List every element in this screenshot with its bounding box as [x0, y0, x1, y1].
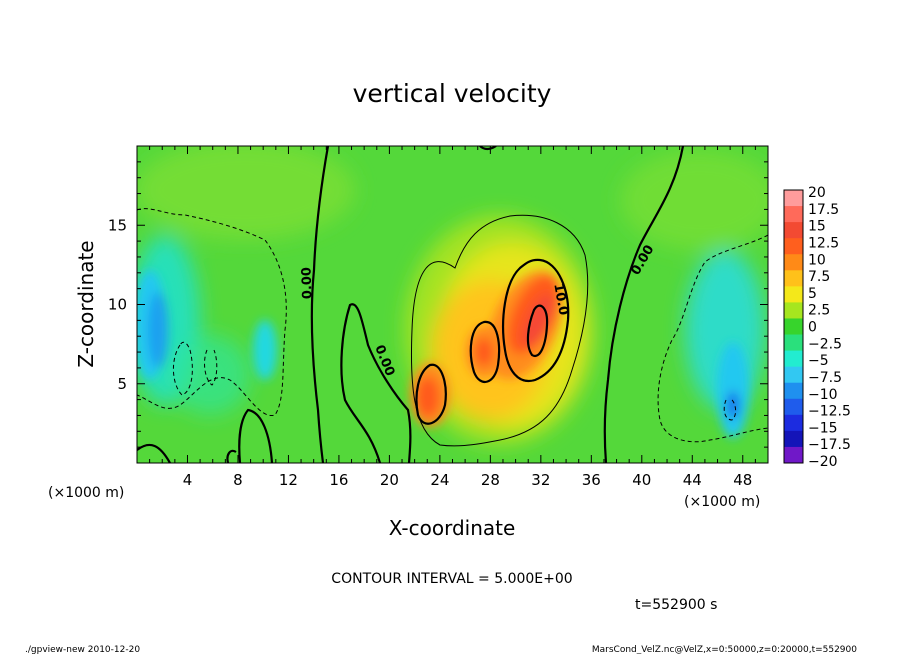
- x-tick-label: 8: [233, 471, 243, 489]
- y-tick-label: 5: [117, 375, 127, 393]
- y-axis-ticks: 5 10 15: [108, 161, 768, 448]
- colorbar-swatch: [784, 302, 803, 319]
- colorbar-label: 0: [808, 320, 817, 336]
- positive-contours: [410, 214, 589, 447]
- colorbar-label: −5: [808, 353, 829, 369]
- colorbar-swatch: [784, 190, 803, 207]
- colorbar: 2017.51512.5107.552.50−2.5−5−7.5−10−12.5…: [783, 185, 851, 470]
- colorbar-swatch: [784, 318, 803, 336]
- x-tick-label: 12: [279, 471, 298, 489]
- colorbar-swatch: [784, 206, 803, 223]
- colorbar-label: 5: [808, 286, 817, 302]
- colorbar-label: −7.5: [808, 370, 842, 386]
- colorbar-label: 12.5: [808, 235, 839, 251]
- footer-right: MarsCond_VelZ.nc@VelZ,x=0:50000,z=0:2000…: [592, 645, 857, 654]
- chart-title: vertical velocity: [353, 79, 552, 108]
- x-axis-title: X-coordinate: [389, 516, 516, 540]
- negative-contours: [137, 208, 768, 443]
- footer-left: ./gpview-new 2010-12-20: [25, 645, 140, 654]
- contour-interval-note: CONTOUR INTERVAL = 5.000E+00: [331, 571, 572, 587]
- contour-label-zero-left: 0.00: [299, 267, 315, 300]
- x-tick-label: 44: [683, 471, 702, 489]
- colorbar-frame: [783, 189, 804, 464]
- colorbar-swatch: [784, 398, 803, 416]
- x-unit-label-right: (×1000 m): [684, 494, 760, 510]
- colorbar-label: −15: [808, 420, 838, 436]
- colorbar-label: 2.5: [808, 303, 830, 319]
- contour-label-ten: 10.0: [550, 282, 570, 316]
- x-tick-label: 4: [183, 471, 193, 489]
- colorbar-swatch: [784, 382, 803, 400]
- x-tick-label: 28: [481, 471, 500, 489]
- x-tick-label: 48: [733, 471, 752, 489]
- colorbar-swatch: [784, 414, 803, 432]
- colorbar-label: −2.5: [808, 336, 842, 352]
- time-label: t=552900 s: [635, 597, 717, 613]
- colorbar-swatch: [784, 222, 803, 239]
- colorbar-label: 20: [808, 185, 826, 201]
- x-unit-label-left: (×1000 m): [48, 485, 124, 501]
- heatmap-field: 0.00 0.00 0.00 10.0: [137, 146, 768, 463]
- colorbar-swatch: [784, 446, 803, 464]
- colorbar-swatch: [784, 270, 803, 287]
- x-tick-label: 36: [582, 471, 601, 489]
- x-tick-label: 32: [531, 471, 550, 489]
- colorbar-swatch: [784, 350, 803, 368]
- colorbar-swatch: [784, 366, 803, 384]
- colorbar-swatch: [784, 286, 803, 303]
- x-tick-label: 40: [632, 471, 651, 489]
- colorbar-swatch: [784, 430, 803, 448]
- colorbar-label: 17.5: [808, 202, 839, 218]
- ten-contours: [415, 258, 570, 425]
- x-tick-label: 16: [329, 471, 348, 489]
- colorbar-swatch: [784, 334, 803, 352]
- colorbar-label: −17.5: [808, 437, 851, 453]
- x-tick-label: 24: [430, 471, 449, 489]
- y-tick-label: 15: [108, 216, 127, 234]
- y-tick-label: 10: [108, 296, 127, 314]
- y-axis-title: Z-coordinate: [74, 240, 98, 367]
- colorbar-label: −10: [808, 387, 838, 403]
- x-tick-label: 20: [380, 471, 399, 489]
- colorbar-swatch: [784, 238, 803, 255]
- colorbar-label: −20: [808, 454, 838, 470]
- colorbar-label: −12.5: [808, 404, 851, 420]
- colorbar-label: 7.5: [808, 269, 830, 285]
- colorbar-label: 15: [808, 219, 826, 235]
- zero-contours: [137, 146, 685, 463]
- colorbar-label: 10: [808, 252, 826, 268]
- colorbar-swatch: [784, 254, 803, 271]
- x-axis-ticks: 4 8 12 16 20 24 28 32 36 40 44 48: [149, 146, 756, 489]
